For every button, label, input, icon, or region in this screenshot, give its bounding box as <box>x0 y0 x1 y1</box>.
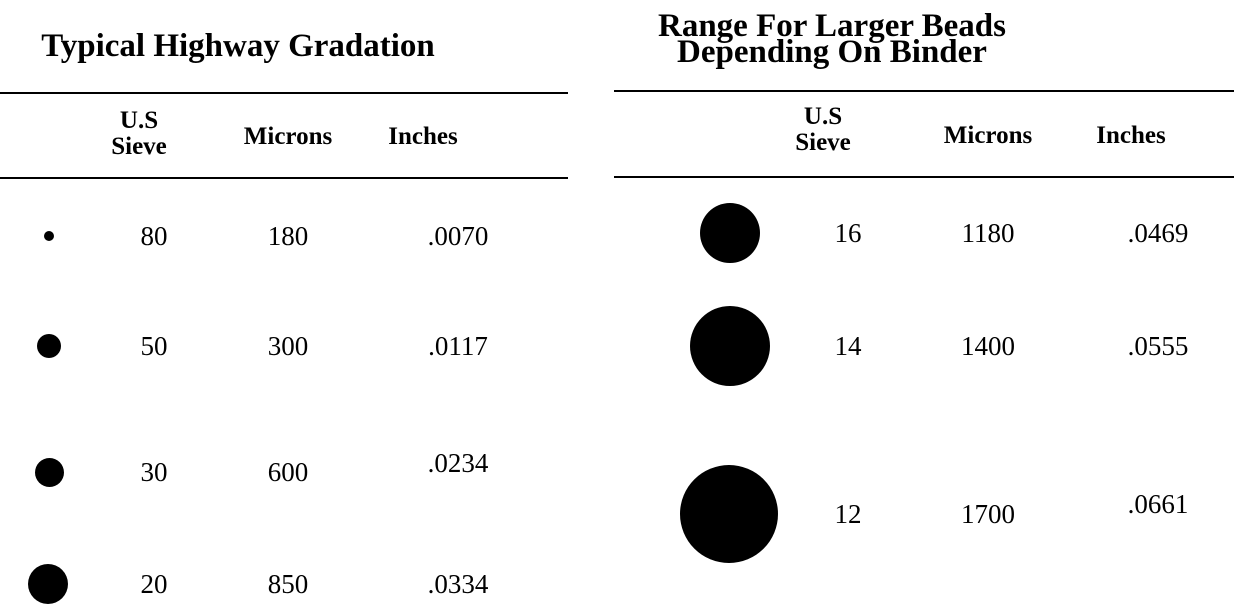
inches-cell: .0469 <box>1127 218 1189 248</box>
microns-cell: 1700 <box>961 499 1015 529</box>
microns-column-header: Microns <box>243 123 333 150</box>
microns-cell: 850 <box>267 569 309 599</box>
highway-gradation-title: Typical Highway Gradation <box>41 28 435 64</box>
microns-cell: 180 <box>267 221 309 251</box>
microns-column-header: Microns <box>943 122 1033 149</box>
sieve-cell: 30 <box>140 457 168 487</box>
microns-cell: 1400 <box>961 331 1015 361</box>
header-bottom-rule <box>614 176 1234 178</box>
inches-cell: .0117 <box>428 331 488 361</box>
inches-column-header: Inches <box>388 123 458 150</box>
inches-cell: .0334 <box>427 569 489 599</box>
larger-beads-panel: Range For Larger Beads Depending On Bind… <box>614 0 1234 604</box>
header-top-rule <box>614 90 1234 92</box>
header-bottom-rule <box>0 177 568 179</box>
sieve-cell: 80 <box>140 221 168 251</box>
bead-icon <box>680 465 778 563</box>
inches-cell: .0661 <box>1127 489 1189 519</box>
highway-gradation-panel: Typical Highway Gradation U.S Sieve Micr… <box>0 0 580 604</box>
sieve-cell: 20 <box>140 569 168 599</box>
sieve-cell: 50 <box>140 331 168 361</box>
microns-cell: 600 <box>267 457 309 487</box>
bead-icon <box>44 231 54 241</box>
sieve-cell: 14 <box>834 331 862 361</box>
bead-icon <box>35 458 64 487</box>
inches-cell: .0555 <box>1127 331 1189 361</box>
inches-column-header: Inches <box>1096 122 1166 149</box>
header-top-rule <box>0 92 568 94</box>
microns-cell: 300 <box>267 331 309 361</box>
bead-icon <box>28 564 68 604</box>
sieve-cell: 12 <box>834 499 862 529</box>
sieve-column-header: U.S Sieve <box>111 107 167 160</box>
microns-cell: 1180 <box>961 218 1015 248</box>
larger-beads-title: Range For Larger Beads Depending On Bind… <box>658 8 1006 70</box>
sieve-cell: 16 <box>834 218 862 248</box>
inches-cell: .0070 <box>427 221 489 251</box>
bead-icon <box>690 306 770 386</box>
bead-icon <box>37 334 61 358</box>
sieve-column-header: U.S Sieve <box>795 103 851 156</box>
inches-cell: .0234 <box>427 448 489 478</box>
bead-icon <box>700 203 760 263</box>
